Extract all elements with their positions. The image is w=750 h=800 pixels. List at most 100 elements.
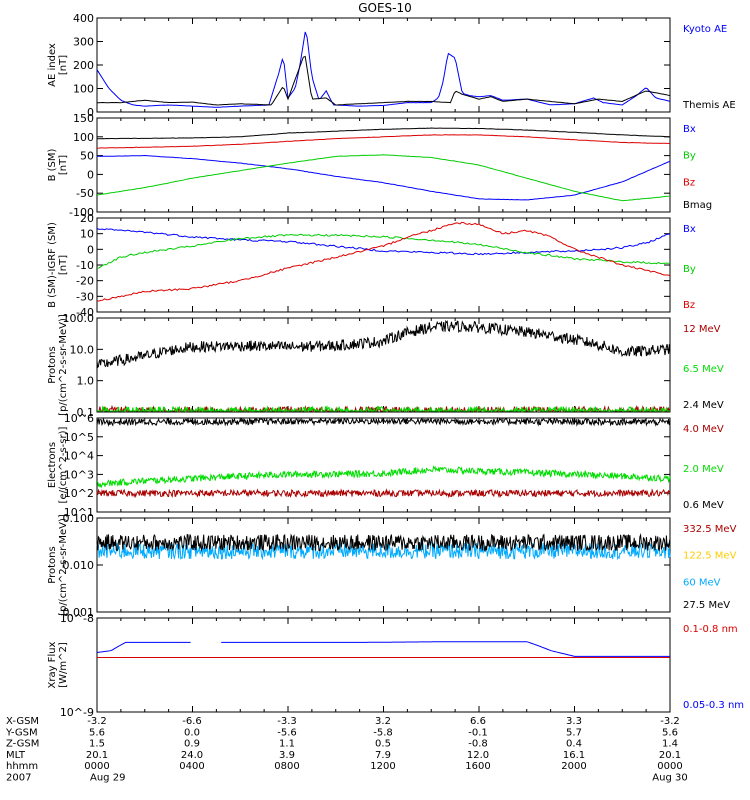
series-line-bx <box>97 154 671 201</box>
y-tick-label: 10^1 <box>64 506 94 519</box>
y-tick-label: 10^-8 <box>60 612 94 625</box>
panel-frame <box>96 217 671 313</box>
legend-entry: Bx <box>683 124 696 135</box>
y-tick-label: 0.001 <box>63 606 95 619</box>
orbit-row-label: X-GSM <box>6 716 39 727</box>
y-tick-label: 10^-9 <box>60 706 94 719</box>
y-axis-label: Protons <box>47 546 58 583</box>
orbit-cell: 1.1 <box>279 739 295 750</box>
y-tick-label: -10 <box>76 259 94 272</box>
orbit-cell: 24.0 <box>181 750 203 761</box>
series-line-by <box>96 154 671 202</box>
y-tick-label: 100 <box>73 131 94 144</box>
orbit-cell: 0400 <box>179 761 204 772</box>
orbit-row-label: 2007 <box>6 773 31 784</box>
orbit-cell: -5.6 <box>277 727 297 738</box>
orbit-cell: 16.1 <box>563 750 585 761</box>
orbit-cell: -3.3 <box>277 716 297 727</box>
orbit-cell: 5.6 <box>662 727 678 738</box>
legend-entry: By <box>683 264 696 275</box>
orbit-cell: 0800 <box>274 761 299 772</box>
orbit-cell: 0.0 <box>184 727 200 738</box>
orbit-cell: Aug 29 <box>90 773 125 784</box>
panel-b-minus-igrf: 20 10 0 -10 -20 -30 -40 B (SM)-IGRF (SM) [nT] Bx B… <box>47 212 696 319</box>
orbit-cell: 3.9 <box>279 750 295 761</box>
orbit-cell: -0.8 <box>468 739 488 750</box>
legend-entry: 2.4 MeV <box>683 400 724 411</box>
legend-entry: 332.5 MeV <box>683 524 737 535</box>
y-tick-label: 10.0 <box>70 343 95 356</box>
y-tick-label: 100.0 <box>63 312 95 325</box>
y-tick-label: 20 <box>80 212 94 225</box>
series-line-bx <box>96 227 671 256</box>
orbit-cell: 1600 <box>465 761 490 772</box>
orbit-cell: -3.2 <box>660 716 680 727</box>
orbit-cell: 0.5 <box>375 739 391 750</box>
orbit-cell: 3.3 <box>566 716 582 727</box>
series-line-kyoto-ae <box>96 31 671 108</box>
orbit-row-label: hhmm <box>6 761 38 772</box>
y-tick-label: 0 <box>87 168 94 181</box>
legend-entry: 12 MeV <box>683 324 721 335</box>
series-line-4-0-mev <box>96 488 671 499</box>
legend-entry: 0.05-0.3 nm <box>683 700 744 711</box>
legend-entry: 122.5 MeV <box>683 551 737 562</box>
legend-entry: 2.0 MeV <box>683 464 724 475</box>
orbit-cell: 20.1 <box>86 750 108 761</box>
y-tick-label: 0.1 <box>77 406 95 419</box>
orbit-cell: 2000 <box>561 761 586 772</box>
y-tick-label: 0.010 <box>63 559 95 572</box>
orbit-cell: 0.4 <box>566 739 582 750</box>
orbit-cell: -6.6 <box>182 716 202 727</box>
series-line-2-0-mev <box>97 465 671 489</box>
series-line-bz <box>97 221 671 302</box>
legend-entry: Themis AE <box>682 100 736 111</box>
orbit-row-label: Y-GSM <box>5 727 38 738</box>
y-tick-label: 50 <box>80 150 94 163</box>
orbit-cell: 3.2 <box>375 716 391 727</box>
panel-protons-1: 100.0 10.0 1.0 0.1 Protons [p/(cm^2-s-sr-MeV)… <box>47 312 724 419</box>
orbit-cell: Aug 30 <box>652 773 687 784</box>
panel-frame <box>96 17 671 113</box>
orbit-cell: -3.2 <box>87 716 107 727</box>
legend-entry: By <box>683 151 696 162</box>
legend-entry: Kyoto AE <box>683 24 727 35</box>
legend-entry: 0.1-0.8 nm <box>683 624 738 635</box>
series-line-bmag <box>96 127 671 140</box>
orbit-cell: 1.4 <box>662 739 678 750</box>
y-axis-label: Xray Flux <box>47 641 58 688</box>
panel-ae-index: 400 300 200 100 0 AE index [nT] Kyoto AE Themis … <box>47 12 736 119</box>
y-tick-label: -20 <box>76 275 94 288</box>
y-tick-label: 200 <box>73 59 94 72</box>
y-tick-label: 150 <box>73 112 94 125</box>
y-tick-label: 10^6 <box>64 412 94 425</box>
y-tick-label: 10 <box>80 228 94 241</box>
y-axis-label: AE index <box>47 43 58 87</box>
legend-entry: Bz <box>683 300 695 311</box>
y-axis-label: Electrons <box>47 442 58 488</box>
series-line-themis-ae <box>97 55 671 106</box>
figure-title: GOES-10 <box>358 1 412 15</box>
legend-entry: Bx <box>683 224 696 235</box>
y-tick-label: -30 <box>76 290 94 303</box>
series-line-2-4-mev <box>96 319 671 369</box>
legend-entry: 60 MeV <box>683 577 721 588</box>
panel-frame <box>96 417 671 513</box>
y-axis-label: [nT] <box>58 155 69 175</box>
series-line-0-05-0-3-nm <box>96 641 670 657</box>
orbit-cell: 5.6 <box>89 727 105 738</box>
panel-frame <box>96 617 671 713</box>
series-line-0-6-mev <box>96 417 670 427</box>
orbit-cell: 1.5 <box>89 739 105 750</box>
orbit-cell: -0.1 <box>468 727 488 738</box>
series-line-27-5-mev <box>96 533 671 553</box>
y-tick-label: 0.100 <box>63 512 95 525</box>
y-tick-label: 0 <box>87 243 94 256</box>
panel-xray: 10^-8 10^-9 Xray Flux [W/m^2] 0.1-0.8 nm 0.05… <box>47 612 744 719</box>
orbit-row-label: Z-GSM <box>6 739 39 750</box>
y-axis-label: [W/m^2] <box>58 642 69 688</box>
y-tick-label: 100 <box>73 83 94 96</box>
y-tick-label: 1.0 <box>77 375 95 388</box>
orbit-cell: 0000 <box>657 761 682 772</box>
